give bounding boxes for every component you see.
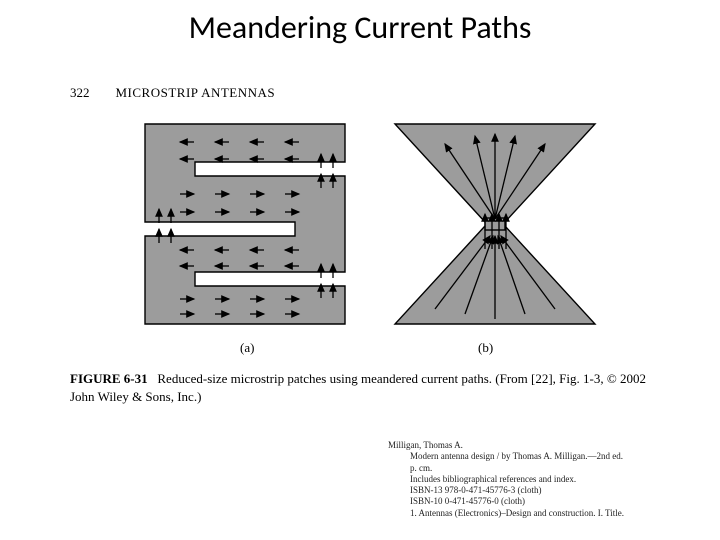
- biblio-line: ISBN-13 978-0-471-45776-3 (cloth): [388, 485, 668, 496]
- biblio-line: 1. Antennas (Electronics)–Design and con…: [388, 508, 668, 519]
- biblio-line: Modern antenna design / by Thomas A. Mil…: [388, 451, 668, 462]
- bibliographic-block: Milligan, Thomas A. Modern antenna desig…: [388, 440, 668, 519]
- caption-body: Reduced-size microstrip patches using me…: [70, 371, 646, 404]
- figure-caption: FIGURE 6-31 Reduced-size microstrip patc…: [70, 370, 660, 405]
- label-a: (a): [240, 340, 254, 356]
- caption-lead: FIGURE 6-31: [70, 371, 148, 386]
- biblio-line: Milligan, Thomas A.: [388, 440, 668, 451]
- biblio-line: ISBN-10 0-471-45776-0 (cloth): [388, 496, 668, 507]
- running-header: 322 MICROSTRIP ANTENNAS: [70, 84, 275, 102]
- biblio-line: p. cm.: [388, 463, 668, 474]
- figure-panel: [135, 112, 605, 352]
- chapter-title: MICROSTRIP ANTENNAS: [116, 85, 276, 101]
- figure-svg: [135, 112, 605, 336]
- label-b: (b): [478, 340, 493, 356]
- figure-b: [395, 124, 595, 324]
- page-number: 322: [70, 85, 90, 101]
- page-title: Meandering Current Paths: [0, 8, 720, 47]
- biblio-line: Includes bibliographical references and …: [388, 474, 668, 485]
- figure-a: [145, 124, 345, 324]
